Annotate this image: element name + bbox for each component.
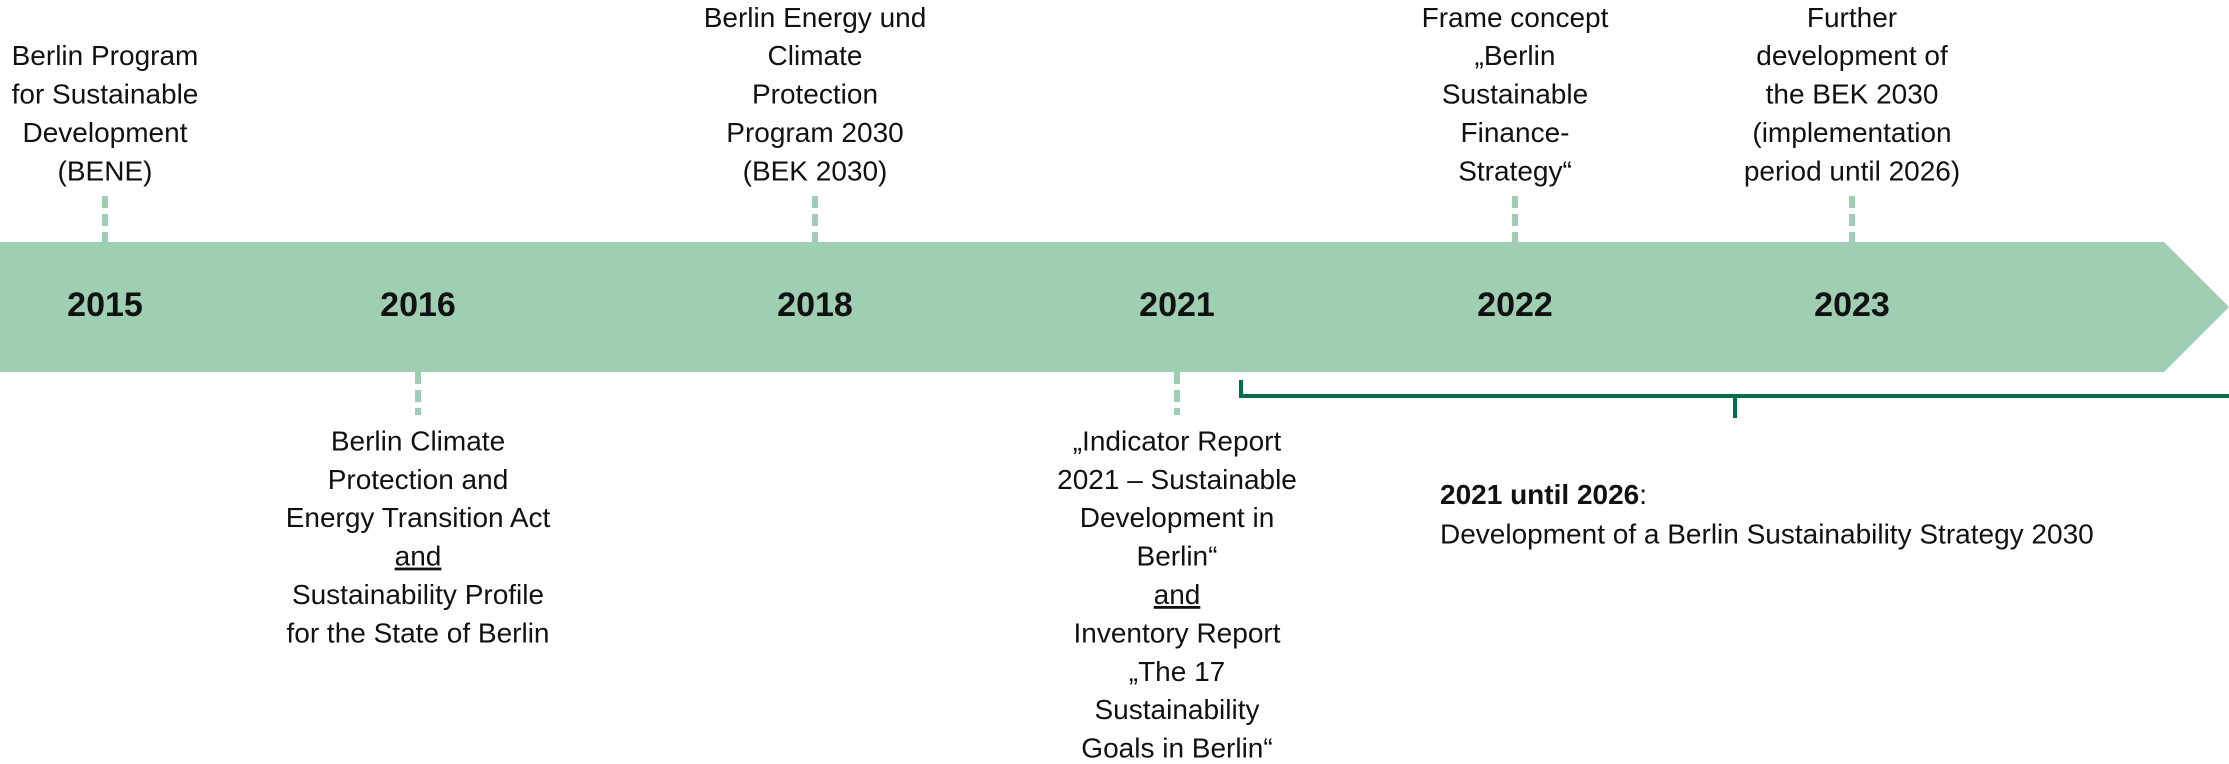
event-text: Sustainability Profile — [292, 579, 544, 610]
event-text: Strategy“ — [1458, 155, 1572, 186]
event-text: Frame concept — [1422, 2, 1609, 33]
event-text: and — [395, 541, 442, 572]
event-text: (implementation — [1752, 117, 1951, 148]
period-bracket — [1239, 380, 2229, 418]
event-text: „Indicator Report — [1073, 425, 1282, 456]
year-label: 2021 — [1139, 286, 1215, 324]
event-text: Sustainability — [1095, 694, 1260, 725]
event-text: Inventory Report — [1074, 617, 1281, 648]
event-text: 2021 – Sustainable — [1057, 464, 1297, 495]
event-text: Finance- — [1461, 117, 1570, 148]
event-text: „The 17 — [1129, 656, 1226, 687]
timeline-arrow — [0, 242, 2229, 372]
event-text: for Sustainable — [12, 79, 199, 110]
note-separator: : — [1639, 479, 1647, 510]
event-text: development of — [1756, 40, 1948, 71]
event-text: and — [1154, 579, 1201, 610]
event-text: Protection — [752, 79, 878, 110]
event-text: Berlin Climate — [331, 425, 505, 456]
event-text: Energy Transition Act — [286, 502, 551, 533]
event-text: Development — [23, 117, 188, 148]
year-label: 2023 — [1814, 286, 1890, 324]
event-text: Berlin“ — [1137, 541, 1218, 572]
year-label: 2016 — [380, 286, 456, 324]
event-text: period until 2026) — [1744, 155, 1960, 186]
event-text: Further — [1807, 2, 1897, 33]
year-label: 2018 — [777, 286, 853, 324]
event-text: Program 2030 — [726, 117, 903, 148]
event-text: for the State of Berlin — [286, 617, 549, 648]
event-text: Berlin Energy und — [704, 2, 927, 33]
event-text: Development in — [1080, 502, 1275, 533]
event-text: (BENE) — [58, 155, 153, 186]
event-text: (BEK 2030) — [743, 155, 888, 186]
event-text: the BEK 2030 — [1766, 79, 1939, 110]
event-text: Climate — [768, 40, 863, 71]
year-label: 2022 — [1477, 286, 1553, 324]
event-text: Protection and — [328, 464, 509, 495]
note-text: Development of a Berlin Sustainability S… — [1440, 518, 2094, 549]
event-text: Goals in Berlin“ — [1081, 733, 1272, 764]
event-text: „Berlin — [1475, 40, 1556, 71]
note-period: 2021 until 2026 — [1440, 479, 1639, 510]
year-label: 2015 — [67, 286, 143, 324]
event-text: Sustainable — [1442, 79, 1588, 110]
event-text: Berlin Program — [12, 40, 199, 71]
bracket-note: 2021 until 2026: — [1440, 479, 1647, 510]
